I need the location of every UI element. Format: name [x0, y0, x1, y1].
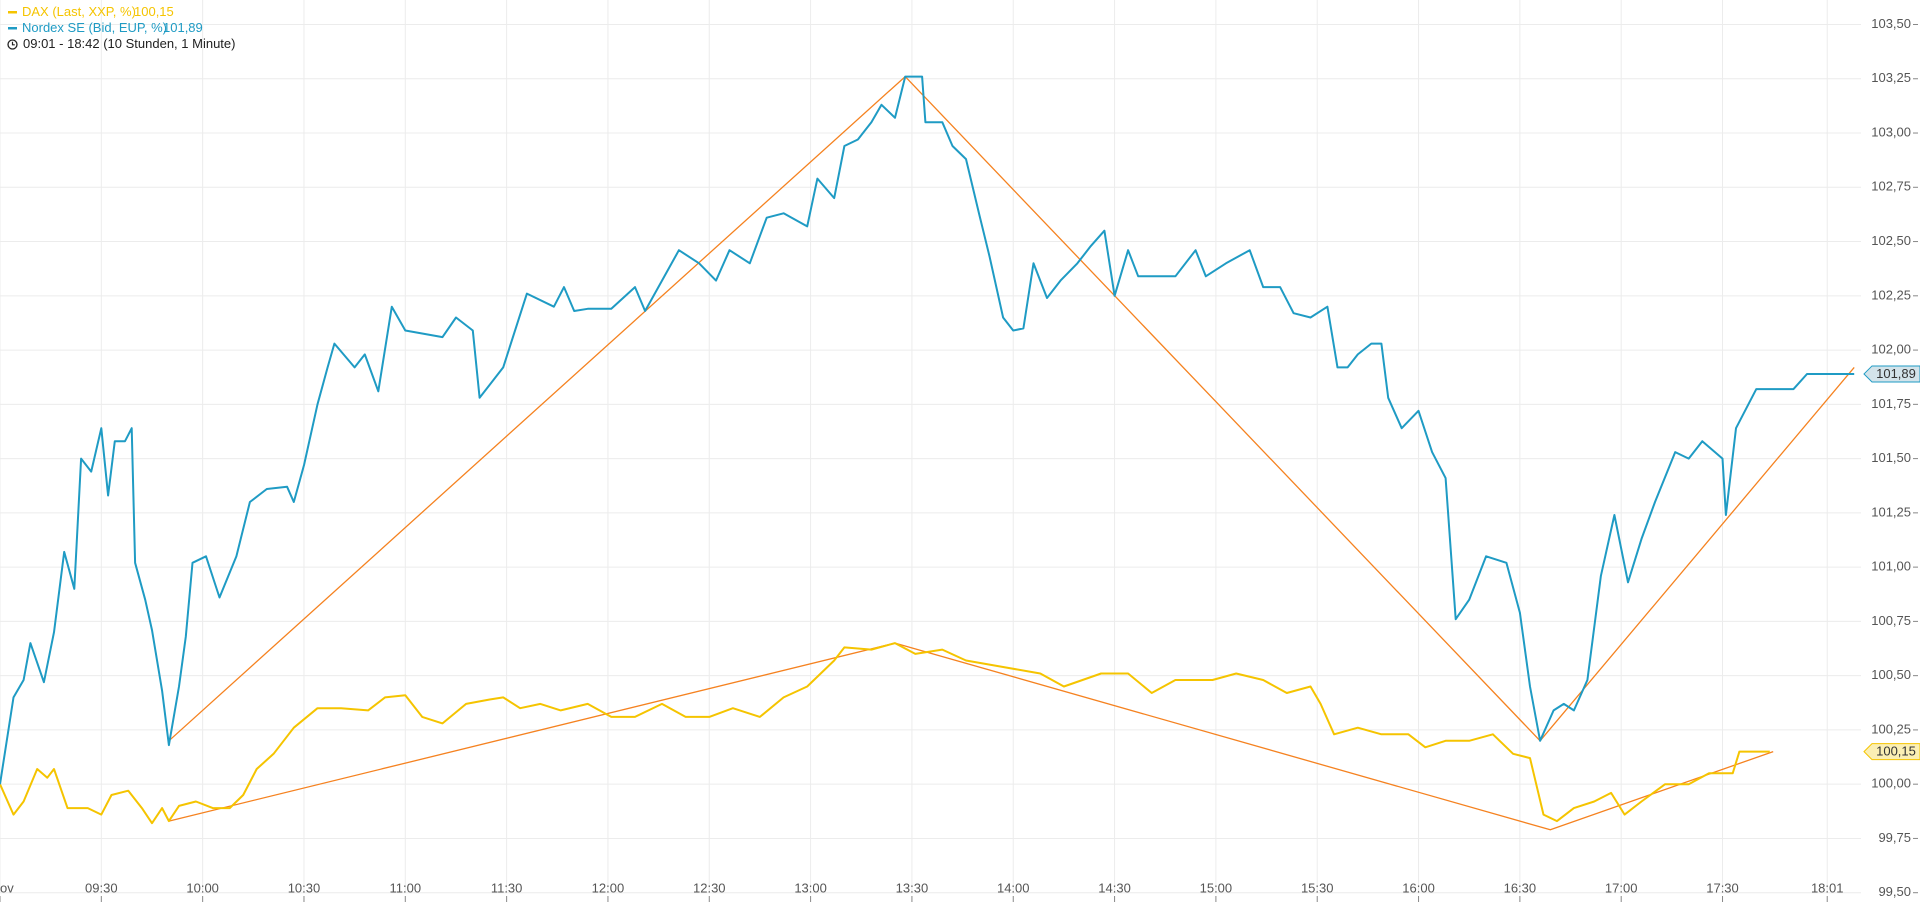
legend-swatch: [8, 11, 17, 14]
trend-line: [168, 642, 1774, 831]
y-tick-label: 100,50: [1871, 667, 1911, 682]
y-tick-label: 103,00: [1871, 124, 1911, 139]
legend: DAX (Last, XXP, %) 100,15 Nordex SE (Bid…: [7, 4, 235, 51]
x-tick-label: 09:30: [85, 880, 118, 895]
y-tick-label: 99,75: [1878, 830, 1911, 845]
legend-label: DAX (Last, XXP, %): [22, 4, 136, 19]
x-tick-label: 17:30: [1706, 880, 1739, 895]
last-value-label: 101,89: [1876, 366, 1916, 381]
y-tick-label: 102,25: [1871, 287, 1911, 302]
x-tick-label: 14:30: [1098, 880, 1131, 895]
x-tick-label: 10:30: [288, 880, 321, 895]
y-tick-label: 102,75: [1871, 179, 1911, 194]
x-tick-label: 10:00: [186, 880, 219, 895]
y-tick-label: 101,50: [1871, 450, 1911, 465]
x-tick-label: 14:00: [997, 880, 1030, 895]
x-tick-label: 12:30: [693, 880, 726, 895]
subtitle: 09:01 - 18:42 (10 Stunden, 1 Minute): [23, 36, 235, 51]
x-tick-label: 11:00: [390, 880, 422, 895]
plot-area: 100,15 101,89: [0, 75, 1920, 831]
x-tick-label: 18:01: [1811, 880, 1844, 895]
y-tick-label: 102,00: [1871, 342, 1911, 357]
legend-label: Nordex SE (Bid, EUP, %): [22, 20, 167, 35]
x-tick-label: 17:00: [1605, 880, 1638, 895]
y-tick-label: 100,00: [1871, 776, 1911, 791]
trend-line: [168, 75, 1855, 742]
last-value-tag: [1863, 743, 1920, 761]
y-tick-label: 101,25: [1871, 504, 1911, 519]
series-line: [0, 75, 1855, 785]
x-tick-label: 11:30: [491, 880, 523, 895]
last-value-label: 100,15: [1876, 744, 1916, 759]
legend-value: 100,15: [134, 4, 174, 19]
y-tick-label: 103,25: [1871, 70, 1911, 85]
x-tick-label: 15:30: [1301, 880, 1334, 895]
y-tick-label: 100,25: [1871, 721, 1911, 736]
y-tick-label: 102,50: [1871, 233, 1911, 248]
clock-hands: [11, 41, 15, 46]
x-tick-label: 12:00: [592, 880, 625, 895]
series-line: [0, 642, 1770, 825]
x-tick-label: 13:30: [896, 880, 929, 895]
legend-swatch: [8, 27, 17, 30]
y-tick-label: 101,00: [1871, 559, 1911, 574]
last-value-tag: [1863, 365, 1920, 383]
x-tick-label: 15:00: [1200, 880, 1233, 895]
clock-icon: [7, 39, 18, 50]
x-tick-label: ov: [0, 880, 14, 895]
x-tick-label: 13:00: [794, 880, 827, 895]
y-tick-label: 99,50: [1878, 884, 1911, 899]
y-tick-label: 100,75: [1871, 613, 1911, 628]
legend-value: 101,89: [163, 20, 203, 35]
x-tick-label: 16:30: [1504, 880, 1537, 895]
y-tick-label: 103,50: [1871, 16, 1911, 31]
y-tick-label: 101,75: [1871, 396, 1911, 411]
x-tick-label: 16:00: [1402, 880, 1435, 895]
